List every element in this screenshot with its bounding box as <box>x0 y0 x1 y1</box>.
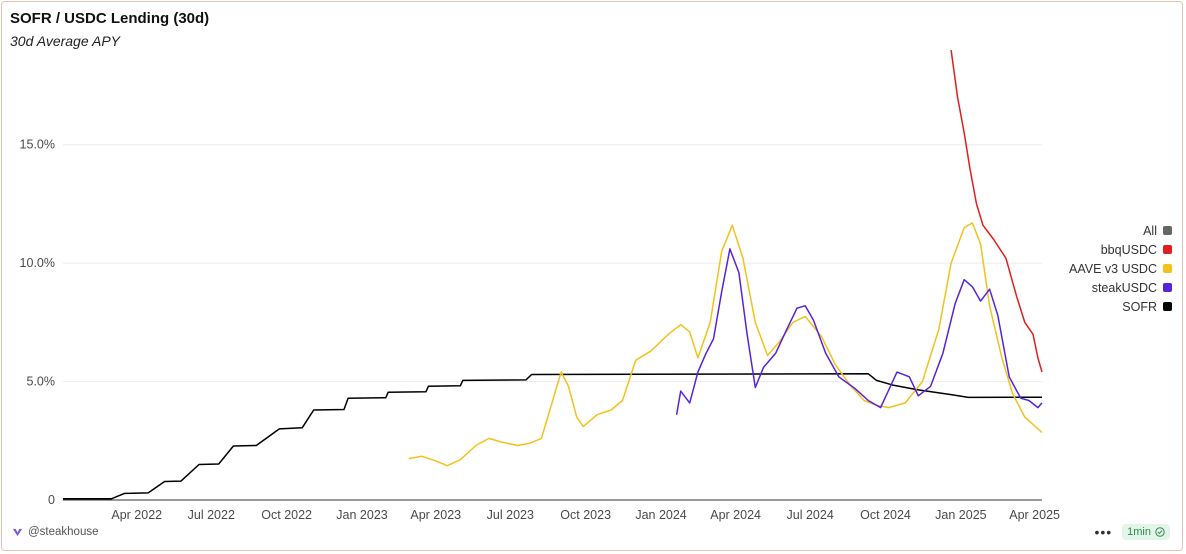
legend-item-aave-v3-usdc[interactable]: AAVE v3 USDC <box>1012 259 1172 278</box>
series-line-sofr[interactable] <box>63 373 1043 500</box>
footer-controls: ••• 1min <box>1094 524 1170 540</box>
legend-swatch <box>1163 283 1172 292</box>
y-tick-label: 10.0% <box>20 256 55 270</box>
x-tick-label: Apr 2024 <box>710 508 761 522</box>
ellipsis-icon[interactable]: ••• <box>1094 524 1113 540</box>
legend-swatch <box>1163 264 1172 273</box>
x-tick-label: Oct 2022 <box>261 508 312 522</box>
legend-item-steakusdc[interactable]: steakUSDC <box>1012 278 1172 297</box>
chart-subtitle: 30d Average APY <box>10 33 121 49</box>
legend-label: AAVE v3 USDC <box>1069 261 1157 276</box>
legend-swatch <box>1163 226 1172 235</box>
x-tick-label: Apr 2023 <box>410 508 461 522</box>
series-line-steakusdc[interactable] <box>675 248 1043 415</box>
y-tick-label: 5.0% <box>27 375 56 389</box>
legend-label: All <box>1143 223 1157 238</box>
y-tick-label: 15.0% <box>20 138 55 152</box>
legend-item-bbqusdc[interactable]: bbqUSDC <box>1012 240 1172 259</box>
legend-item-all[interactable]: All <box>1012 221 1172 240</box>
x-tick-label: Jan 2024 <box>635 508 686 522</box>
brand-label: @steakhouse <box>28 526 99 538</box>
check-circle-icon <box>1155 527 1165 537</box>
brand-footer[interactable]: @steakhouse <box>12 526 99 538</box>
y-tick-label: 0 <box>48 493 55 507</box>
freshness-label: 1min <box>1127 526 1151 538</box>
x-tick-label: Oct 2024 <box>860 508 911 522</box>
chart-title: SOFR / USDC Lending (30d) <box>10 10 210 27</box>
chart-legend: All bbqUSDC AAVE v3 USDC steakUSDC SOFR <box>1012 221 1172 316</box>
x-tick-label: Jul 2023 <box>487 508 534 522</box>
legend-swatch <box>1163 245 1172 254</box>
x-tick-label: Apr 2022 <box>111 508 162 522</box>
freshness-badge: 1min <box>1122 524 1170 540</box>
legend-label: steakUSDC <box>1091 280 1157 295</box>
x-tick-label: Jul 2024 <box>787 508 834 522</box>
x-tick-label: Jan 2025 <box>935 508 986 522</box>
legend-item-sofr[interactable]: SOFR <box>1012 297 1172 316</box>
x-tick-label: Oct 2023 <box>560 508 611 522</box>
x-tick-label: Apr 2025 <box>1009 508 1060 522</box>
legend-label: SOFR <box>1122 299 1157 314</box>
series-line-aave-v3-usdc[interactable] <box>408 222 1043 467</box>
x-tick-label: Jan 2023 <box>336 508 387 522</box>
legend-label: bbqUSDC <box>1100 242 1157 257</box>
steakhouse-logo-icon <box>12 528 23 536</box>
x-tick-label: Jul 2022 <box>188 508 235 522</box>
series-line-bbqusdc[interactable] <box>950 49 1043 373</box>
legend-swatch <box>1163 302 1172 311</box>
